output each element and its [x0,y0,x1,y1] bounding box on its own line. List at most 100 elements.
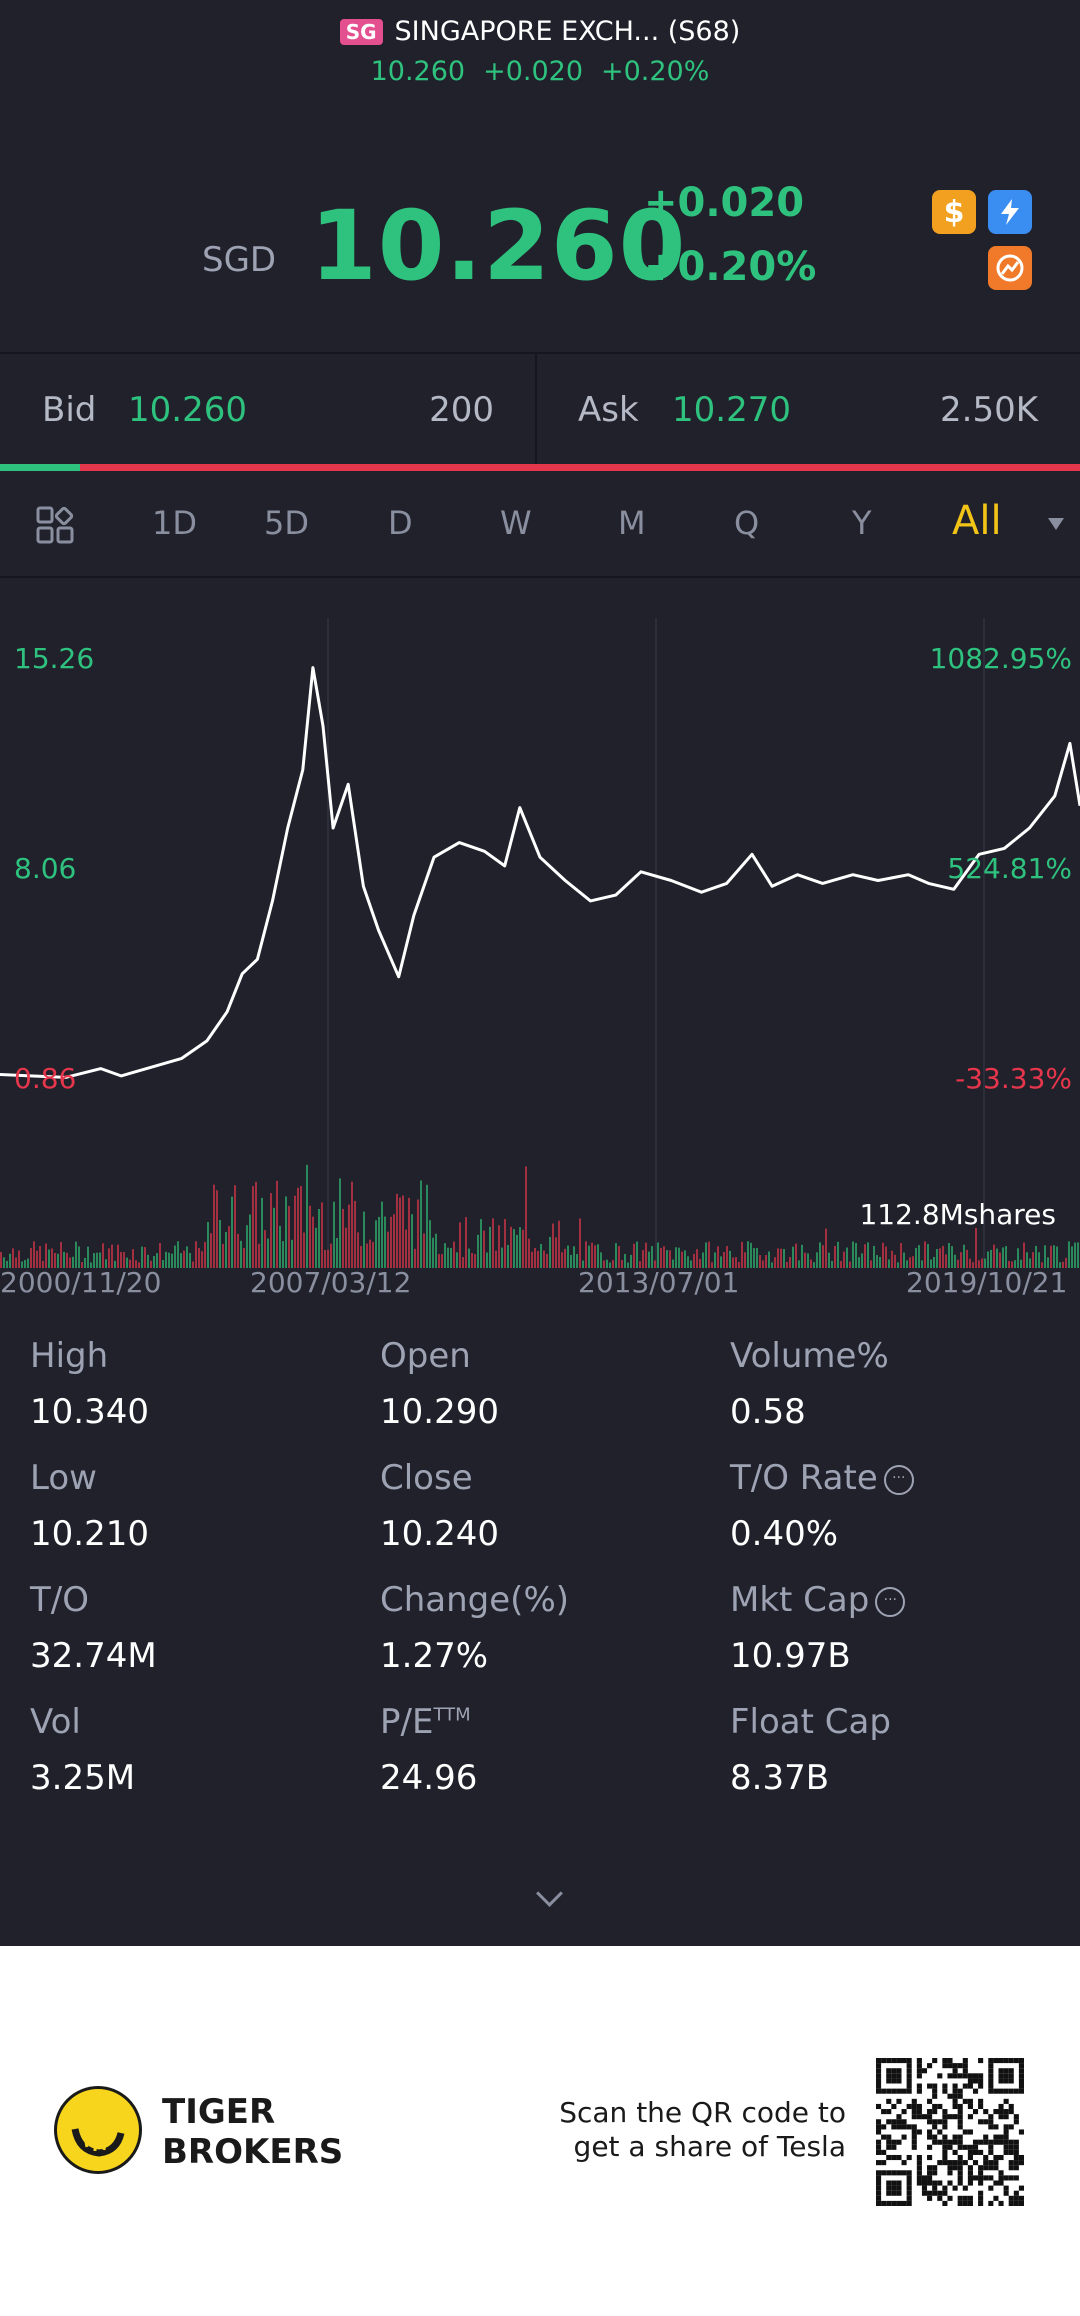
volume-bar [417,1199,419,1268]
volume-bar [801,1244,803,1268]
tab-w[interactable]: W [500,504,532,542]
bid-price: 10.260 [128,390,247,430]
volume-bar [750,1242,752,1268]
volume-bar [372,1241,374,1268]
volume-label: 112.8Mshares [859,1198,1056,1231]
grid-icon[interactable] [36,506,76,546]
volume-bar [807,1253,809,1268]
expand-chevron-icon[interactable] [536,1880,563,1907]
volume-bar [993,1244,995,1268]
volume-bar [306,1164,308,1268]
volume-bar [144,1247,146,1268]
volume-bar [870,1260,872,1268]
volume-bar [1059,1262,1061,1268]
volume-bar [1065,1257,1067,1268]
volume-bar [180,1253,182,1268]
volume-bar [246,1225,248,1268]
volume-bar [1005,1246,1007,1268]
volume-bar [315,1227,317,1268]
info-icon[interactable]: ··· [875,1586,906,1617]
tab-q[interactable]: Q [734,504,760,542]
volume-bar [105,1259,107,1268]
volume-bar [540,1243,542,1268]
volume-bar [231,1196,233,1268]
volume-bar [591,1242,593,1268]
ask-label: Ask [578,390,639,430]
x-tick: 2000/11/20 [0,1266,162,1299]
volume-bar [36,1250,38,1268]
stat-label-mkt-cap[interactable]: Mkt Cap ··· [730,1580,906,1620]
volume-bar [486,1252,488,1268]
volume-bar [543,1250,545,1268]
bid-ask-ratio-bar [0,464,1080,471]
volume-bar [210,1233,212,1268]
volume-bar [267,1238,269,1268]
tab-all[interactable]: All [952,498,1002,544]
volume-bar [249,1214,251,1268]
volume-bar [84,1257,86,1268]
volume-bar [303,1232,305,1268]
volume-bar [747,1241,749,1268]
stat-value-pe: 24.96 [380,1758,478,1798]
volume-bar [627,1262,629,1268]
info-icon[interactable]: ··· [883,1464,914,1495]
volume-bar [507,1244,509,1268]
volume-bar [759,1255,761,1268]
volume-bar [951,1246,953,1268]
volume-bar [81,1262,83,1268]
volume-bar [999,1252,1001,1268]
tab-d[interactable]: D [388,504,413,542]
volume-bar [852,1241,854,1268]
pie-icon[interactable] [988,246,1032,290]
volume-bar [504,1219,506,1268]
volume-bar [795,1243,797,1268]
volume-bar [288,1206,290,1268]
volume-bar [552,1223,554,1268]
lightning-icon[interactable] [988,190,1032,234]
volume-bar [312,1216,314,1268]
dollar-icon[interactable]: $ [932,190,976,234]
volume-bar [849,1261,851,1268]
volume-bar [435,1233,437,1268]
volume-bar [66,1252,68,1268]
volume-bar [339,1178,341,1268]
price-chart[interactable] [0,578,1080,1298]
volume-bar [90,1262,92,1268]
volume-bar [495,1250,497,1268]
tab-1d[interactable]: 1D [152,504,197,542]
volume-bar [297,1187,299,1268]
stat-label-text: P/E [380,1702,434,1742]
volume-bar [276,1180,278,1268]
volume-bar [954,1254,956,1268]
volume-bar [198,1247,200,1268]
volume-bar [549,1236,551,1268]
volume-bar [588,1245,590,1268]
tab-5d[interactable]: 5D [264,504,309,542]
volume-bar [555,1237,557,1268]
volume-bar [501,1247,503,1268]
volume-bar [789,1257,791,1268]
volume-bar [168,1252,170,1268]
tab-y[interactable]: Y [852,504,872,542]
volume-bar [240,1240,242,1268]
volume-bar [963,1244,965,1268]
volume-bar [732,1257,734,1268]
volume-bar [351,1181,353,1268]
header-title-row[interactable]: SG SINGAPORE EXCH... (S68) [0,16,1080,47]
volume-bar [723,1252,725,1268]
volume-bar [618,1246,620,1268]
volume-bar [600,1252,602,1268]
volume-bar [798,1260,800,1268]
volume-bar [510,1226,512,1268]
volume-bar [384,1216,386,1268]
stat-label-to-rate[interactable]: T/O Rate ··· [730,1458,914,1498]
volume-bar [912,1256,914,1268]
volume-bar [873,1245,875,1268]
volume-bar [1038,1252,1040,1268]
chevron-down-icon[interactable] [1048,518,1064,530]
tab-m[interactable]: M [618,504,646,542]
volume-bar [753,1248,755,1268]
volume-bar [291,1239,293,1268]
volume-bar [624,1254,626,1268]
volume-bar [405,1229,407,1268]
